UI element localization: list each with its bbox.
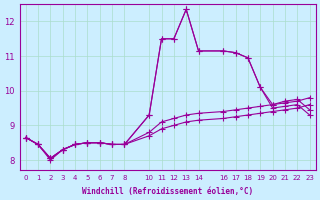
X-axis label: Windchill (Refroidissement éolien,°C): Windchill (Refroidissement éolien,°C) (82, 187, 253, 196)
